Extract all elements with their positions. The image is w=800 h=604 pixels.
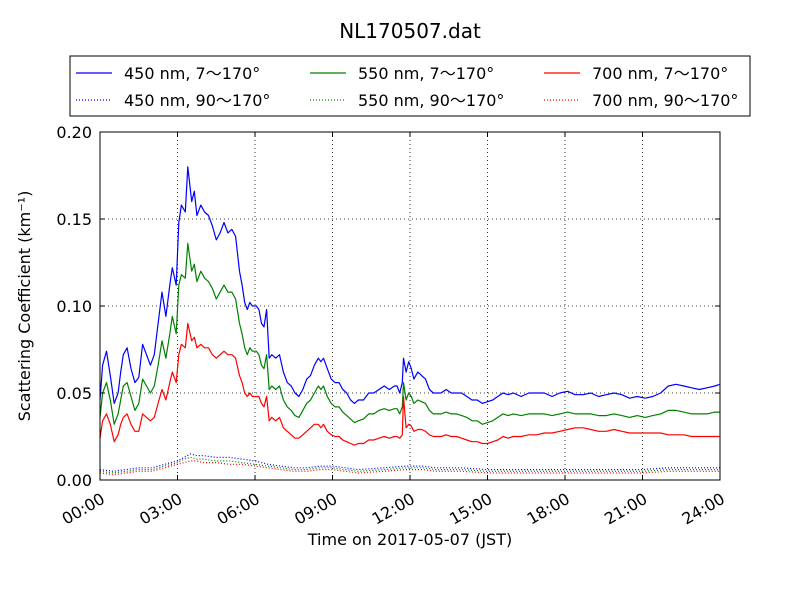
chart-title: NL170507.dat xyxy=(339,19,481,43)
x-tick-label: 12:00 xyxy=(369,489,418,529)
legend-label: 450 nm, 7～170° xyxy=(124,64,260,83)
series-line-4 xyxy=(99,453,720,472)
series-line-5 xyxy=(99,456,720,474)
x-tick-label: 18:00 xyxy=(524,489,573,529)
y-axis-label: Scattering Coefficient (km⁻¹) xyxy=(15,191,34,422)
x-tick-label: 03:00 xyxy=(136,489,185,529)
y-tick-label: 0.10 xyxy=(56,297,92,316)
series-line-1 xyxy=(99,166,721,404)
x-tick-label: 15:00 xyxy=(446,489,495,529)
x-tick-label: 21:00 xyxy=(601,489,650,529)
grid xyxy=(100,132,720,480)
x-tick-label: 09:00 xyxy=(291,489,340,529)
y-tick-label: 0.05 xyxy=(56,384,92,403)
legend-box xyxy=(69,55,751,117)
x-axis-label: Time on 2017-05-07 (JST) xyxy=(307,530,512,549)
legend-label: 700 nm, 7～170° xyxy=(592,64,728,83)
series-line-3 xyxy=(99,322,720,446)
x-tick-label: 00:00 xyxy=(59,489,108,529)
legend-label: 700 nm, 90～170° xyxy=(592,91,738,110)
y-tick-label: 0.00 xyxy=(56,471,92,490)
x-tick-label: 24:00 xyxy=(679,489,728,529)
legend-label: 550 nm, 7～170° xyxy=(358,64,494,83)
legend: 450 nm, 7～170° 550 nm, 7～170° 700 nm, 7～17… xyxy=(69,55,751,117)
y-tick-label: 0.20 xyxy=(56,123,92,142)
legend-label: 550 nm, 90～170° xyxy=(358,91,504,110)
x-tick-label: 06:00 xyxy=(214,489,263,529)
series-line-2 xyxy=(99,242,720,425)
y-tick-label: 0.15 xyxy=(56,210,92,229)
legend-label: 450 nm, 90～170° xyxy=(124,91,270,110)
series-layer xyxy=(99,166,721,476)
